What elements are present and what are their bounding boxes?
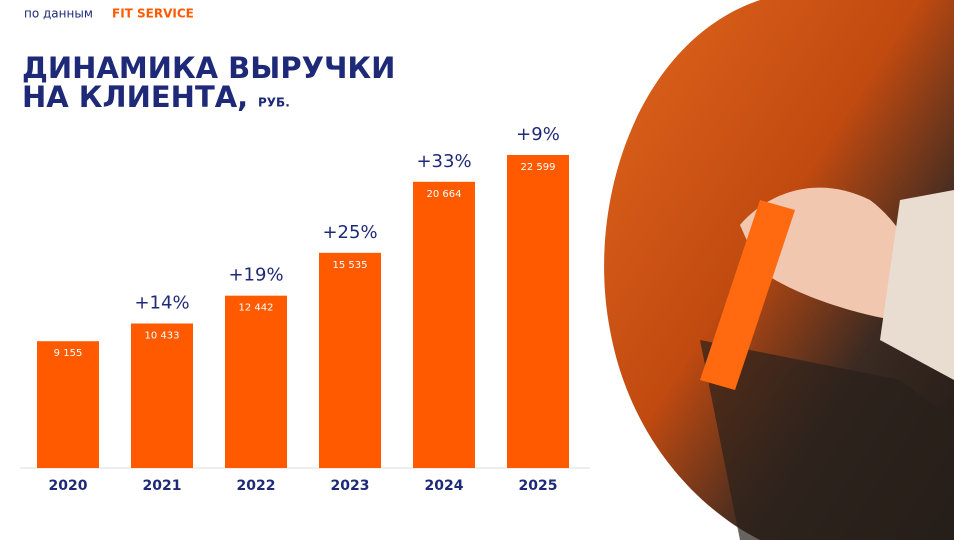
photo-counter bbox=[700, 340, 954, 540]
x-tick-label: 2024 bbox=[425, 478, 464, 494]
value-label: 10 433 bbox=[145, 331, 180, 342]
value-label: 20 664 bbox=[427, 189, 462, 200]
x-tick-label: 2025 bbox=[519, 478, 558, 494]
source-prefix: по данным bbox=[24, 7, 93, 21]
photo-sleeve bbox=[880, 190, 954, 380]
x-tick-label: 2020 bbox=[49, 478, 88, 494]
value-label: 22 599 bbox=[521, 162, 556, 173]
growth-label: +25% bbox=[322, 222, 377, 243]
growth-label: +33% bbox=[416, 151, 471, 172]
brand: FIT SERVICE bbox=[112, 7, 194, 21]
value-label: 12 442 bbox=[239, 303, 274, 314]
x-tick-label: 2023 bbox=[331, 478, 370, 494]
unit: РУБ. bbox=[258, 96, 290, 110]
bar bbox=[131, 323, 193, 468]
value-label: 15 535 bbox=[333, 260, 368, 271]
bar bbox=[507, 155, 569, 468]
growth-label: +19% bbox=[228, 265, 283, 286]
value-label: 9 155 bbox=[54, 348, 83, 359]
bar bbox=[319, 252, 381, 468]
bar bbox=[413, 181, 475, 468]
growth-label: +9% bbox=[516, 124, 560, 145]
title-line: НА КЛИЕНТА, bbox=[22, 80, 248, 114]
bar bbox=[225, 295, 287, 468]
bar bbox=[37, 341, 99, 468]
photo-lanyard bbox=[700, 200, 795, 390]
growth-label: +14% bbox=[134, 293, 189, 314]
title-line: ДИНАМИКА ВЫРУЧКИ bbox=[22, 51, 395, 85]
x-tick-label: 2022 bbox=[237, 478, 276, 494]
x-tick-label: 2021 bbox=[143, 478, 182, 494]
